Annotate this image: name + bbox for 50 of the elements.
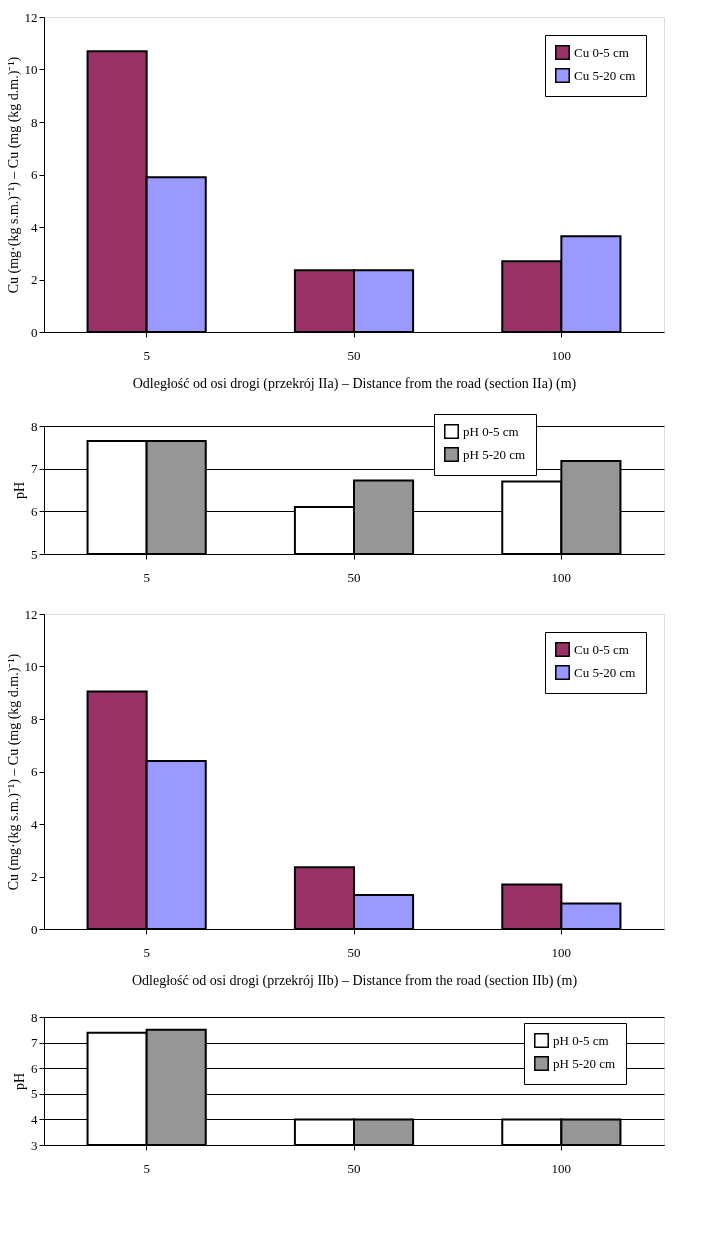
x-tick-label: 5 <box>143 944 150 960</box>
x-tick-label: 100 <box>551 347 572 363</box>
y-tick-label: 3 <box>31 1137 38 1153</box>
y-axis-title: pH <box>12 481 27 500</box>
x-tick-label: 50 <box>347 347 361 363</box>
y-axis-title: Cu (mg·(kg s.m.)⁻¹) – Cu (mg (kg d.m.)⁻¹) <box>5 653 22 891</box>
x-tick-label: 50 <box>347 569 361 585</box>
y-tick-label: 2 <box>31 869 38 884</box>
x-axis-title: Odległość od osi drogi (przekrój IIa) – Distance from the road (section IIa) (m) <box>132 375 577 392</box>
legend-label: Cu 0-5 cm <box>574 641 629 657</box>
legend-label: pH 0-5 cm <box>463 423 519 439</box>
y-tick-label: 10 <box>24 62 38 77</box>
y-tick-label: 6 <box>31 764 38 779</box>
legend-label: Cu 0-5 cm <box>574 44 629 60</box>
x-tick-label: 50 <box>347 1160 361 1176</box>
y-tick-label: 8 <box>31 1009 38 1025</box>
legend-label: Cu 5-20 cm <box>574 664 636 680</box>
y-tick-label: 6 <box>31 503 38 519</box>
x-tick-label: 100 <box>551 1160 572 1176</box>
legend-label: pH 5-20 cm <box>463 446 526 462</box>
x-tick-label: 5 <box>143 1160 150 1176</box>
x-tick-label: 5 <box>143 569 150 585</box>
y-tick-label: 12 <box>24 9 38 25</box>
y-tick-label: 5 <box>31 546 38 562</box>
y-tick-label: 10 <box>24 659 38 674</box>
legend-label: Cu 5-20 cm <box>574 67 636 83</box>
y-tick-label: 12 <box>24 606 38 622</box>
y-tick-label: 0 <box>31 921 38 937</box>
y-tick-label: 2 <box>31 272 38 287</box>
y-tick-label: 5 <box>31 1086 38 1102</box>
legend-label: pH 0-5 cm <box>553 1032 609 1048</box>
y-axis-title: pH <box>12 1072 27 1091</box>
x-tick-label: 100 <box>551 944 572 960</box>
y-tick-label: 0 <box>31 324 38 340</box>
x-tick-label: 5 <box>143 347 150 363</box>
y-tick-label: 6 <box>31 1060 38 1076</box>
legend-label: pH 5-20 cm <box>553 1055 616 1071</box>
y-tick-label: 8 <box>31 711 38 727</box>
y-tick-label: 8 <box>31 418 38 434</box>
x-tick-label: 100 <box>551 569 572 585</box>
y-tick-label: 6 <box>31 167 38 182</box>
x-axis-title: Odległość od osi drogi (przekrój IIb) – Distance from the road (section IIb) (m) <box>131 972 578 989</box>
x-tick-label: 50 <box>347 944 361 960</box>
y-tick-label: 7 <box>31 461 38 477</box>
y-tick-label: 7 <box>31 1035 38 1051</box>
y-tick-label: 8 <box>31 114 38 130</box>
y-axis-title: Cu (mg·(kg s.m.)⁻¹) – Cu (mg (kg d.m.)⁻¹) <box>5 56 22 294</box>
y-tick-label: 4 <box>31 219 38 235</box>
y-tick-label: 4 <box>31 1111 38 1127</box>
y-tick-label: 4 <box>31 816 38 832</box>
